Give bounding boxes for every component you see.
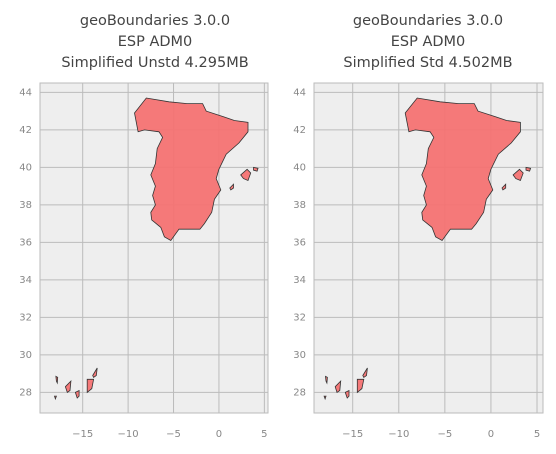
x-tick-label: −15 (72, 429, 93, 440)
region-shape (512, 168, 524, 182)
chart-title: geoBoundaries 3.0.0 ESP ADM0 Simplified … (61, 13, 249, 71)
y-tick-label: 36 (293, 237, 306, 248)
y-tick-label: 32 (19, 312, 32, 323)
region-shape (229, 183, 234, 191)
chart-title: geoBoundaries 3.0.0 ESP ADM0 Simplified … (343, 13, 513, 71)
region-shape (323, 395, 327, 401)
x-tick-label: 5 (534, 429, 540, 440)
region-shape (74, 389, 80, 399)
region-shape (525, 166, 532, 172)
y-tick-label: 28 (293, 387, 306, 398)
y-tick-label: 36 (19, 237, 32, 248)
y-tick-label: 28 (19, 387, 32, 398)
region-shape (240, 168, 252, 182)
y-tick-label: 34 (19, 275, 32, 286)
y-tick-label: 38 (293, 200, 306, 211)
region-shape (356, 378, 365, 394)
region-shape (362, 367, 368, 378)
region-shape (55, 375, 59, 385)
y-tick-label: 42 (19, 125, 32, 136)
y-tick-label: 40 (19, 162, 32, 173)
region-shape (64, 380, 72, 394)
x-tick-label: −10 (118, 429, 139, 440)
x-tick-label: −15 (342, 429, 363, 440)
y-tick-label: 30 (293, 350, 306, 361)
x-tick-label: 5 (261, 429, 267, 440)
x-tick-label: −5 (166, 429, 181, 440)
y-tick-label: 30 (19, 350, 32, 361)
x-tick-label: −5 (437, 429, 452, 440)
region-shape (404, 97, 521, 242)
y-tick-label: 34 (293, 275, 306, 286)
region-shape (134, 97, 249, 242)
x-tick-label: −10 (388, 429, 409, 440)
x-tick-label: 0 (488, 429, 494, 440)
region-shape (86, 378, 95, 394)
region-shape (92, 367, 98, 379)
y-tick-label: 44 (19, 87, 32, 98)
x-tick-label: 0 (216, 429, 222, 440)
region-shape (53, 395, 57, 401)
y-tick-label: 42 (293, 125, 306, 136)
y-tick-label: 38 (19, 200, 32, 211)
region-shape (344, 389, 350, 399)
y-tick-label: 32 (293, 312, 306, 323)
y-tick-label: 40 (293, 162, 306, 173)
y-tick-label: 44 (293, 87, 306, 98)
region-shape (253, 166, 259, 172)
region-shape (501, 183, 507, 191)
region-shape (325, 375, 328, 385)
region-shape (334, 380, 342, 394)
